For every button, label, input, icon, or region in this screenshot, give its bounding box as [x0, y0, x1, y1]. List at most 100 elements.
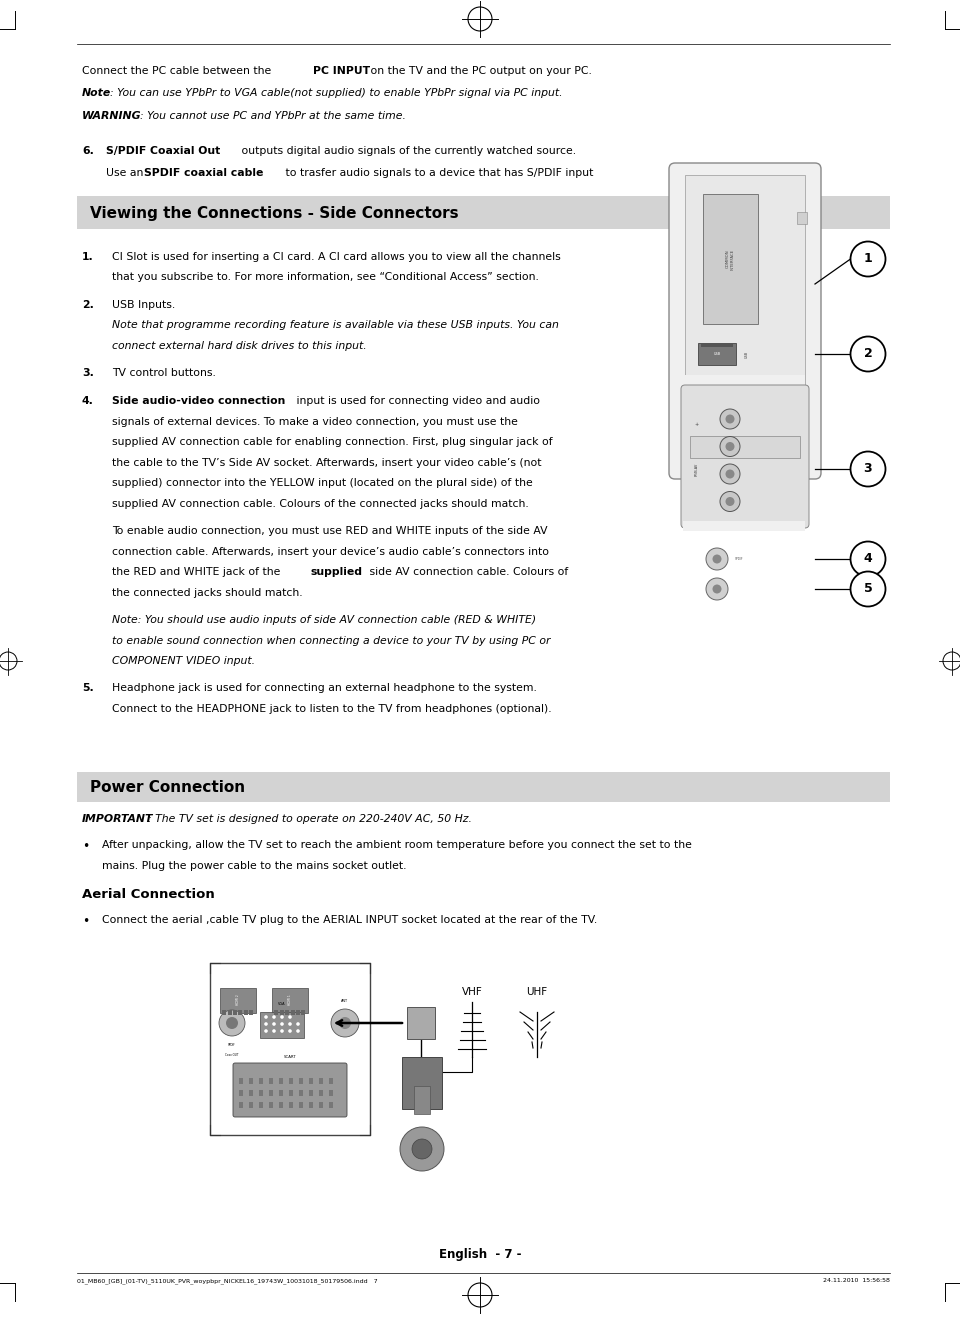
Circle shape: [851, 337, 885, 371]
Text: WARNING: WARNING: [82, 111, 141, 122]
Circle shape: [280, 1022, 284, 1026]
Circle shape: [851, 452, 885, 486]
Text: 4.: 4.: [82, 396, 94, 406]
Text: connect external hard disk drives to this input.: connect external hard disk drives to thi…: [112, 341, 367, 350]
Text: TV control buttons.: TV control buttons.: [112, 369, 216, 378]
Text: •: •: [82, 915, 89, 927]
Bar: [249, 1102, 253, 1108]
Text: Connect the aerial ,cable TV plug to the AERIAL INPUT socket located at the rear: Connect the aerial ,cable TV plug to the…: [102, 915, 597, 925]
Text: English  - 7 -: English - 7 -: [439, 1248, 521, 1262]
Text: IMPORTANT: IMPORTANT: [82, 814, 154, 823]
Bar: [259, 1078, 263, 1085]
Text: UHF: UHF: [526, 987, 547, 997]
Bar: [414, 1086, 430, 1114]
Bar: [299, 1078, 303, 1085]
Bar: [239, 1102, 243, 1108]
Bar: [239, 1078, 243, 1085]
Text: : The TV set is designed to operate on 220-240V AC, 50 Hz.: : The TV set is designed to operate on 2…: [148, 814, 472, 823]
FancyBboxPatch shape: [669, 162, 821, 480]
Text: : You cannot use PC and YPbPr at the same time.: : You cannot use PC and YPbPr at the sam…: [139, 111, 405, 122]
Text: Note that programme recording feature is available via these USB inputs. You can: Note that programme recording feature is…: [112, 320, 559, 330]
Bar: [309, 1090, 313, 1096]
Text: supplied: supplied: [310, 567, 363, 577]
Bar: [701, 343, 733, 347]
Text: the RED and WHITE jack of the: the RED and WHITE jack of the: [112, 567, 284, 577]
Circle shape: [706, 548, 728, 569]
Text: supplied AV connection cable for enabling connection. First, plug singular jack : supplied AV connection cable for enablin…: [112, 437, 553, 446]
Text: input is used for connecting video and audio: input is used for connecting video and a…: [294, 396, 540, 406]
Bar: [220, 988, 256, 1013]
Bar: [299, 1102, 303, 1108]
Circle shape: [280, 1016, 284, 1018]
Text: 01_MB60_[GB]_(01-TV)_5110UK_PVR_woypbpr_NICKEL16_19743W_10031018_50179506.indd  : 01_MB60_[GB]_(01-TV)_5110UK_PVR_woypbpr_…: [77, 1277, 377, 1284]
Circle shape: [219, 1011, 245, 1036]
Text: SPDIF: SPDIF: [735, 557, 743, 561]
Bar: [274, 1011, 278, 1015]
Circle shape: [273, 1022, 276, 1026]
Bar: [685, 174, 805, 465]
Text: Viewing the Connections - Side Connectors: Viewing the Connections - Side Connector…: [90, 206, 459, 222]
Text: 4: 4: [864, 552, 873, 564]
Text: Note: You should use audio inputs of side AV connection cable (RED & WHITE): Note: You should use audio inputs of sid…: [112, 616, 536, 625]
Bar: [77, 771, 890, 802]
Text: •: •: [82, 840, 89, 853]
Text: connection cable. Afterwards, insert your device’s audio cable’s connectors into: connection cable. Afterwards, insert you…: [112, 547, 549, 556]
Circle shape: [339, 1017, 351, 1029]
Text: Connect to the HEADPHONE jack to listen to the TV from headphones (optional).: Connect to the HEADPHONE jack to listen …: [112, 704, 552, 713]
Text: COMPONENT VIDEO input.: COMPONENT VIDEO input.: [112, 657, 255, 666]
Circle shape: [264, 1029, 268, 1033]
Text: To enable audio connection, you must use RED and WHITE inputs of the side AV: To enable audio connection, you must use…: [112, 526, 547, 536]
Circle shape: [226, 1017, 238, 1029]
Bar: [77, 197, 890, 230]
Bar: [222, 1011, 226, 1015]
Text: Side audio-video connection: Side audio-video connection: [112, 396, 285, 406]
Text: 5.: 5.: [82, 683, 94, 694]
Bar: [683, 520, 805, 531]
Bar: [272, 988, 308, 1013]
Bar: [250, 1011, 253, 1015]
Bar: [291, 1011, 295, 1015]
Text: CI Slot is used for inserting a CI card. A CI card allows you to view all the ch: CI Slot is used for inserting a CI card.…: [112, 251, 561, 262]
Text: side AV connection cable. Colours of: side AV connection cable. Colours of: [367, 567, 568, 577]
Text: signals of external devices. To make a video connection, you must use the: signals of external devices. To make a v…: [112, 416, 517, 427]
Bar: [299, 1090, 303, 1096]
Bar: [797, 211, 807, 225]
Text: HDMI 1: HDMI 1: [288, 995, 292, 1005]
Bar: [319, 1078, 323, 1085]
Text: USB Inputs.: USB Inputs.: [112, 300, 176, 309]
Circle shape: [720, 491, 740, 511]
Circle shape: [726, 415, 734, 424]
Circle shape: [726, 469, 734, 478]
Text: Connect the PC cable between the: Connect the PC cable between the: [82, 66, 275, 77]
Text: 1: 1: [864, 252, 873, 264]
Text: that you subscribe to. For more information, see “Conditional Access” section.: that you subscribe to. For more informat…: [112, 272, 539, 281]
Circle shape: [412, 1139, 432, 1159]
Bar: [319, 1090, 323, 1096]
Circle shape: [273, 1029, 276, 1033]
Text: HDMI 2: HDMI 2: [236, 995, 240, 1005]
Circle shape: [331, 1009, 359, 1037]
Bar: [690, 436, 800, 458]
Text: 3.: 3.: [82, 369, 94, 378]
Bar: [289, 1078, 293, 1085]
Bar: [703, 194, 758, 324]
Text: to enable sound connection when connecting a device to your TV by using PC or: to enable sound connection when connecti…: [112, 635, 550, 646]
Bar: [279, 1102, 283, 1108]
Text: Note: Note: [82, 89, 111, 99]
Circle shape: [288, 1029, 292, 1033]
Text: 2.: 2.: [82, 300, 94, 309]
Circle shape: [851, 242, 885, 276]
Bar: [244, 1011, 248, 1015]
Bar: [289, 1090, 293, 1096]
Bar: [329, 1078, 333, 1085]
Bar: [269, 1078, 273, 1085]
Circle shape: [264, 1016, 268, 1018]
Circle shape: [288, 1016, 292, 1018]
Circle shape: [720, 464, 740, 483]
Text: on the TV and the PC output on your PC.: on the TV and the PC output on your PC.: [367, 66, 592, 77]
Bar: [309, 1078, 313, 1085]
Bar: [407, 1007, 435, 1040]
Bar: [259, 1102, 263, 1108]
Circle shape: [712, 584, 722, 593]
Text: VGA: VGA: [278, 1003, 286, 1007]
